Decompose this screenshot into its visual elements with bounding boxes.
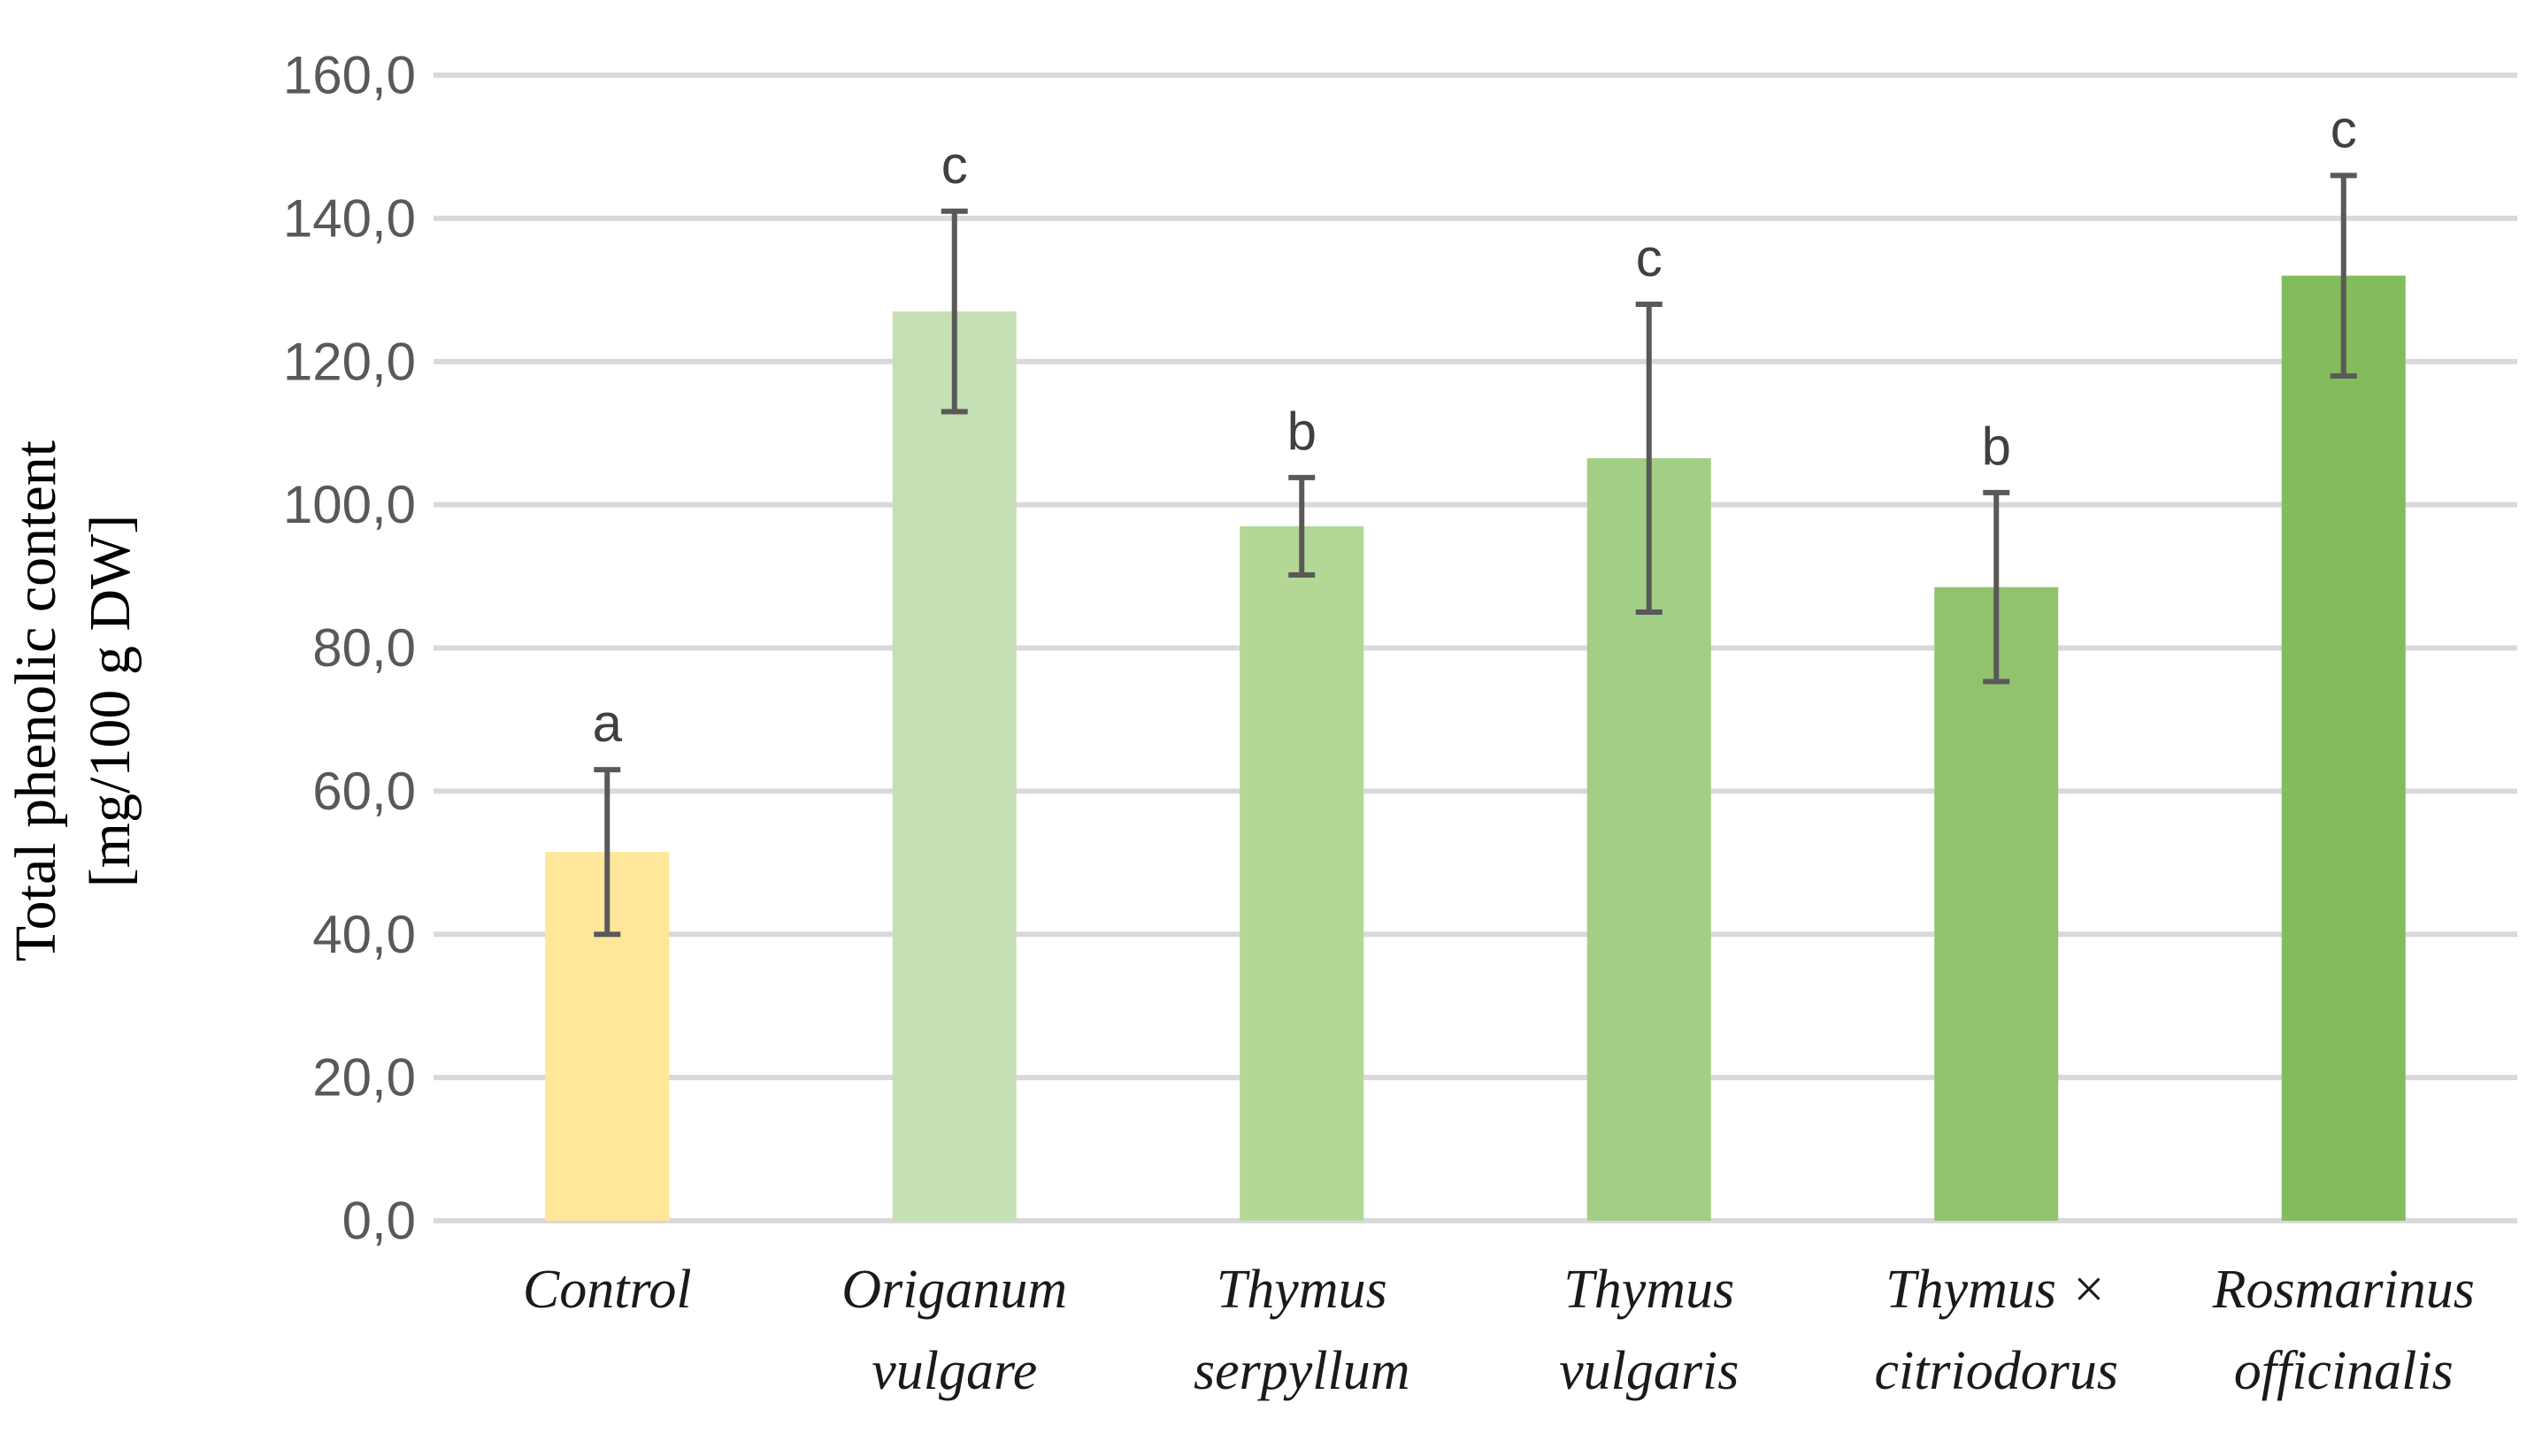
y-tick-label: 20,0	[312, 1048, 416, 1107]
error-bars	[594, 172, 2357, 938]
bars	[545, 275, 2406, 1221]
x-category-label: Control	[523, 1260, 692, 1320]
significance-letter: c	[941, 135, 968, 195]
significance-letter: a	[593, 694, 623, 753]
y-axis-title: Total phenolic content [mg/100 g DW]	[4, 441, 142, 962]
significance-letter: c	[1636, 228, 1663, 287]
y-tick-label: 0,0	[342, 1192, 416, 1251]
significance-letter: b	[1287, 402, 1317, 461]
bar	[892, 311, 1017, 1221]
error-bar	[1635, 302, 1663, 616]
bar	[1934, 586, 2059, 1221]
significance-letter: c	[2331, 99, 2357, 158]
significance-letter: b	[1982, 417, 2011, 476]
error-bar	[594, 767, 621, 938]
error-bar	[1288, 474, 1316, 578]
y-tick-label: 140,0	[283, 188, 416, 248]
y-tick-label: 100,0	[283, 475, 416, 534]
error-bar	[1983, 489, 2010, 685]
error-bar	[941, 208, 968, 415]
y-tick-label: 80,0	[312, 618, 416, 678]
x-category-label: Rosmarinus officinalis	[2212, 1260, 2475, 1401]
significance-letters: a c b c b c	[593, 99, 2357, 753]
bar	[1240, 525, 1364, 1221]
y-tick-label: 40,0	[312, 905, 416, 964]
gridlines	[434, 73, 2517, 1223]
x-category-label: Thymus × citriodorus	[1874, 1260, 2118, 1401]
bar	[2281, 275, 2406, 1221]
x-category-label: Thymus serpyllum	[1194, 1260, 1410, 1401]
x-category-label: Thymus vulgaris	[1559, 1260, 1739, 1401]
y-tick-label: 120,0	[283, 332, 416, 391]
y-axis-ticks: 0,0 20,0 40,0 60,0 80,0 100,0 120,0 140,0 160,0	[283, 46, 416, 1251]
y-axis-label: Total phenolic content [mg/100 g DW]	[4, 441, 142, 962]
error-bar	[2330, 172, 2357, 379]
y-tick-label: 60,0	[312, 762, 416, 821]
x-category-label: Origanum vulgare	[841, 1260, 1067, 1401]
y-tick-label: 160,0	[283, 46, 416, 105]
x-axis-category-labels: Control Origanum vulgare Thymus serpyllum Thy…	[523, 1260, 2475, 1401]
